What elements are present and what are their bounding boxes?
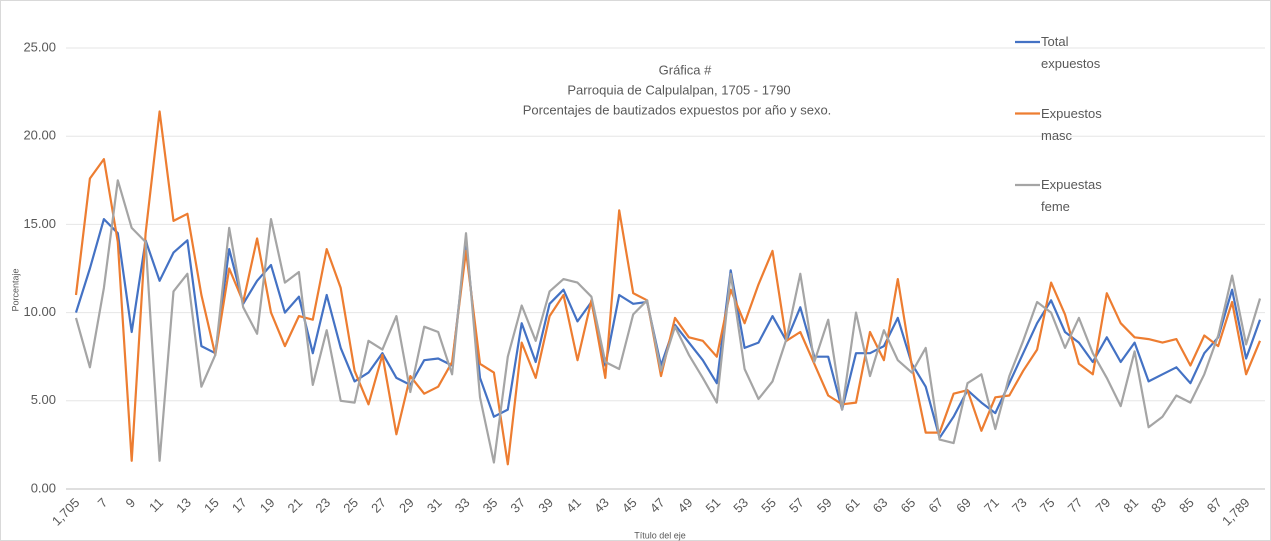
chart-subtitle: Parroquia de Calpulalpan, 1705 - 1790 [567, 82, 790, 97]
legend-label: Total expuestos [1041, 34, 1101, 71]
series-line [74, 179, 1262, 464]
legend-label: Expuestos masc [1041, 105, 1102, 143]
y-axis-title: Porcentaje [10, 268, 20, 311]
y-tick-label: 0.00 [31, 480, 56, 495]
legend-label: Expuestas feme [1041, 177, 1102, 214]
y-tick-label: 10.00 [23, 304, 56, 319]
y-tick-label: 20.00 [23, 128, 56, 143]
x-axis-title: Título del eje [634, 530, 686, 540]
chart-subtitle: Porcentajes de bautizados expuestos por … [523, 102, 832, 117]
y-tick-label: 5.00 [31, 392, 56, 407]
y-tick-label: 15.00 [23, 216, 56, 231]
y-tick-label: 25.00 [23, 39, 56, 54]
chart-title: Gráfica # [659, 62, 713, 77]
